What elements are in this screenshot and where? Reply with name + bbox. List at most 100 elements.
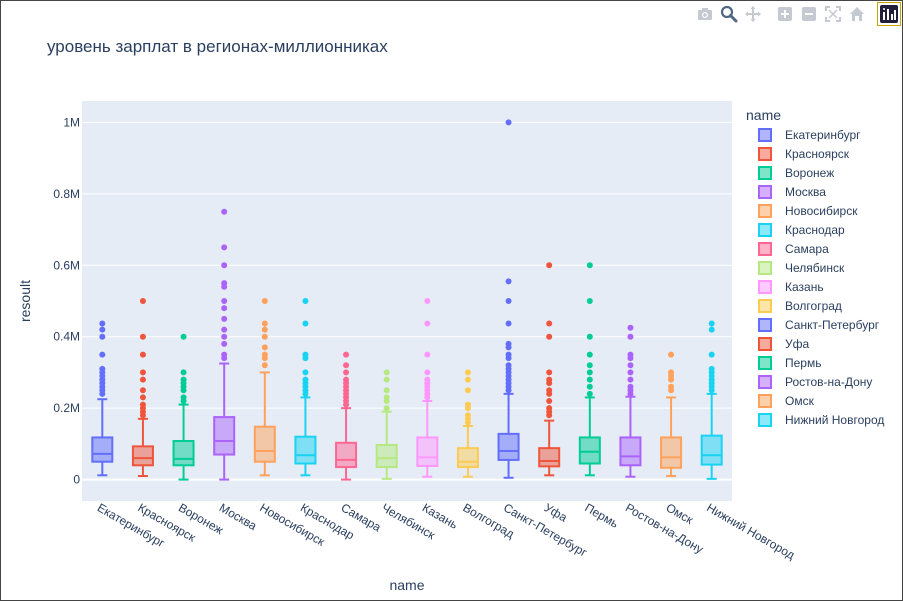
box-Челябинск <box>375 443 398 469</box>
outlier-point <box>627 351 634 358</box>
outlier-point <box>586 262 593 269</box>
legend-item-label: Москва <box>785 185 826 199</box>
outlier-point <box>627 369 634 376</box>
outlier-point <box>546 387 553 394</box>
outlier-point <box>586 383 593 390</box>
legend-swatch <box>758 242 772 256</box>
outlier-point <box>343 362 350 369</box>
legend-swatch <box>758 280 772 294</box>
reset-axes-button[interactable] <box>845 2 869 26</box>
outlier-point <box>261 298 268 304</box>
outlier-point <box>221 208 228 215</box>
box-Новосибирск <box>253 425 276 463</box>
outlier-point <box>261 333 268 340</box>
outlier-point <box>139 387 146 394</box>
outlier-point <box>586 362 593 369</box>
outlier-point <box>668 351 675 358</box>
box-Самара <box>335 441 358 469</box>
outlier-point <box>221 333 228 340</box>
outlier-point <box>302 320 309 327</box>
legend-swatch <box>758 261 772 275</box>
outlier-point <box>180 333 187 340</box>
y-tick-label: 0.2M <box>53 401 80 415</box>
x-axis-title: name <box>389 577 424 593</box>
zoom-in-button[interactable] <box>773 2 797 26</box>
legend-item-label: Пермь <box>785 356 821 370</box>
legend-item-label: Екатеринбург <box>785 128 861 142</box>
y-tick-label: 0.8M <box>53 187 80 201</box>
legend-item-label: Волгоград <box>785 299 842 313</box>
pan-icon <box>745 6 761 22</box>
outlier-point <box>505 298 512 304</box>
outlier-point <box>139 333 146 340</box>
outlier-point <box>464 401 471 408</box>
y-axis-title: resoult <box>17 280 33 322</box>
download-png-button[interactable] <box>693 2 717 26</box>
legend-title: name <box>746 107 781 123</box>
pan-button[interactable] <box>741 2 765 26</box>
outlier-point <box>668 383 675 390</box>
legend-item-label: Нижний Новгород <box>785 413 884 427</box>
legend-swatch <box>758 185 772 199</box>
legend-swatch <box>758 394 772 408</box>
box-Уфа <box>538 447 561 468</box>
legend-item-label: Новосибирск <box>785 204 858 218</box>
outlier-point <box>302 351 309 358</box>
plot-background <box>82 101 732 501</box>
outlier-point <box>261 320 268 327</box>
outlier-point <box>99 326 106 333</box>
x-tick-label: Ростов-на-Дону <box>623 500 706 556</box>
outlier-point <box>343 351 350 358</box>
outlier-point <box>586 376 593 383</box>
outlier-point <box>546 398 553 404</box>
outlier-point <box>139 376 146 383</box>
outlier-point <box>424 351 431 358</box>
box-Ростов-на-Дону <box>619 436 642 467</box>
legend-item-label: Санкт-Петербург <box>785 318 880 332</box>
outlier-point <box>261 326 268 333</box>
home-icon <box>850 7 864 21</box>
modebar <box>693 2 901 26</box>
outlier-point <box>180 369 187 376</box>
box-Воронеж <box>172 440 195 467</box>
outlier-point <box>505 320 512 327</box>
autoscale-button[interactable] <box>821 2 845 26</box>
outlier-point <box>627 362 634 369</box>
outlier-point <box>546 262 553 269</box>
outlier-point <box>586 351 593 358</box>
outlier-point <box>221 262 228 269</box>
plotly-logo[interactable] <box>877 2 901 26</box>
box-Краснодар <box>294 435 317 465</box>
outlier-point <box>139 351 146 358</box>
legend-item-label: Казань <box>785 280 824 294</box>
box-Омск <box>660 436 683 469</box>
legend-item-label: Омск <box>785 394 815 408</box>
outlier-point <box>546 405 553 412</box>
outlier-point <box>464 387 471 394</box>
legend-swatch <box>758 375 772 389</box>
zoom-button[interactable] <box>717 2 741 26</box>
outlier-point <box>221 340 228 347</box>
outlier-point <box>505 340 512 347</box>
outlier-point <box>99 333 106 340</box>
outlier-point <box>708 326 715 333</box>
legend-item-label: Челябинск <box>785 261 845 275</box>
outlier-point <box>586 298 593 304</box>
outlier-point <box>505 278 512 285</box>
outlier-point <box>464 376 471 383</box>
outlier-point <box>221 326 228 333</box>
box-Екатеринбург <box>91 436 114 463</box>
legend-item-label: Краснодар <box>785 223 845 237</box>
box-Красноярск <box>131 445 154 467</box>
zoom-out-button[interactable] <box>797 2 821 26</box>
outlier-point <box>221 315 228 322</box>
outlier-point <box>586 369 593 376</box>
outlier-point <box>221 280 228 287</box>
outlier-point <box>221 244 228 251</box>
outlier-point <box>708 320 715 327</box>
outlier-point <box>627 324 634 331</box>
y-tick-label: 1M <box>63 115 80 129</box>
outlier-point <box>627 383 634 390</box>
outlier-point <box>261 351 268 358</box>
